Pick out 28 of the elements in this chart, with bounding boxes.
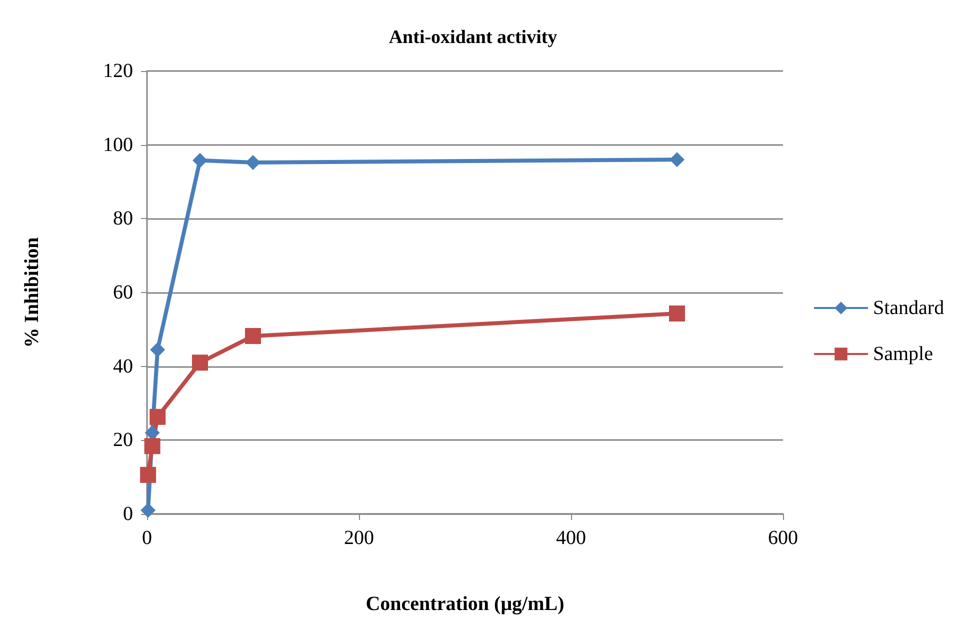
point (144, 425, 160, 440)
point (670, 152, 684, 168)
point (246, 155, 260, 170)
x-tick-label: 0 (142, 527, 152, 549)
chart-title: Anti-oxidant activity (388, 27, 558, 48)
point (669, 306, 685, 322)
y-tick-label: 80 (113, 208, 133, 230)
legend-label: Sample (873, 343, 934, 365)
point (140, 466, 156, 483)
y-tick-label: 60 (113, 282, 133, 304)
y-tick-label: 20 (113, 429, 133, 452)
point (150, 408, 166, 425)
x-tick-label: 600 (768, 527, 798, 549)
y-tick-label: 100 (103, 134, 133, 156)
x-tick-label: 200 (344, 527, 374, 549)
y-tick-label: 0 (123, 503, 133, 525)
point (245, 328, 261, 344)
x-axis-title: Concentration (μg/mL) (366, 593, 564, 615)
y-tick-label: 40 (113, 355, 133, 378)
point (140, 502, 156, 518)
y-axis-title: % Inhibition (21, 237, 43, 348)
point (192, 152, 208, 168)
point (192, 354, 208, 371)
point (144, 438, 160, 454)
y-tick-label: 120 (103, 60, 133, 82)
point (150, 342, 166, 358)
legend-label: Standard (873, 297, 944, 319)
x-tick-label: 400 (556, 527, 586, 549)
